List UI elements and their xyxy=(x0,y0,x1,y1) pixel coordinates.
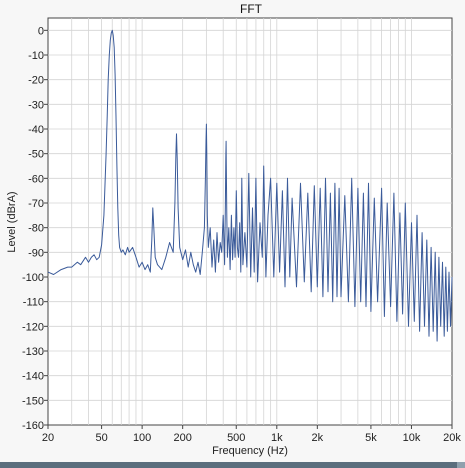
x-tick-label: 20 xyxy=(42,432,54,444)
y-tick-label: -160 xyxy=(22,420,44,432)
x-tick-label: 100 xyxy=(133,432,151,444)
chart-title: FFT xyxy=(240,2,263,16)
x-tick-label: 20k xyxy=(443,432,461,444)
status-bar xyxy=(0,462,465,468)
series-layer xyxy=(47,29,453,342)
x-tick-label: 50 xyxy=(95,432,107,444)
x-tick-label: 1k xyxy=(271,432,283,444)
y-tick-label: -60 xyxy=(28,173,44,185)
status-bar-cap xyxy=(457,462,465,468)
y-tick-label: -50 xyxy=(28,149,44,161)
x-tick-label: 200 xyxy=(173,432,191,444)
y-tick-label: 0 xyxy=(38,25,44,37)
x-tick-label: 500 xyxy=(227,432,245,444)
y-tick-label: -20 xyxy=(28,75,44,87)
y-tick-label: -10 xyxy=(28,50,44,62)
y-tick-label: -40 xyxy=(28,124,44,136)
y-tick-label: -80 xyxy=(28,223,44,235)
y-tick-label: -30 xyxy=(28,99,44,111)
axis-ticks: 0 -10 -20 -30 -40 -50 -60 -70 -80 -90 -100 -110 -120… xyxy=(22,25,461,444)
x-tick-label: 2k xyxy=(312,432,324,444)
y-tick-label: -130 xyxy=(22,346,44,358)
x-axis-label: Frequency (Hz) xyxy=(212,445,288,457)
x-tick-label: 5k xyxy=(365,432,377,444)
y-tick-label: -90 xyxy=(28,247,44,259)
y-tick-label: -120 xyxy=(22,321,44,333)
y-tick-label: -110 xyxy=(23,297,44,309)
y-axis-label: Level (dBrA) xyxy=(6,191,18,252)
y-tick-label: -140 xyxy=(22,371,44,383)
y-tick-label: -150 xyxy=(22,395,44,407)
y-tick-label: -70 xyxy=(28,198,44,210)
series-line xyxy=(47,29,453,342)
y-tick-label: -100 xyxy=(22,272,44,284)
x-tick-label: 10k xyxy=(403,432,421,444)
